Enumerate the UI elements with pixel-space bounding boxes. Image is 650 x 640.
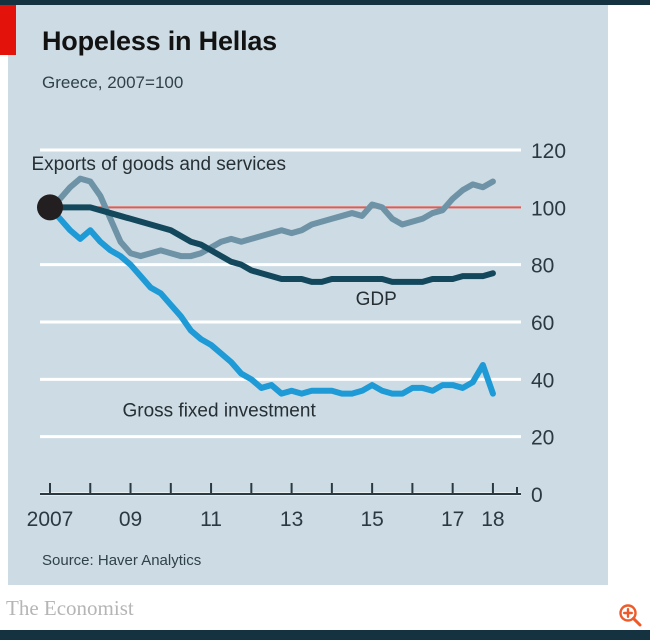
x-axis-tick-label: 18 xyxy=(481,508,504,531)
zoom-in-icon[interactable] xyxy=(617,602,643,628)
y-axis-tick-label: 20 xyxy=(531,427,554,450)
page-title: Hopeless in Hellas xyxy=(42,26,277,56)
y-axis-tick-label: 80 xyxy=(531,255,554,278)
series-line-gdp xyxy=(47,204,496,285)
top-rule xyxy=(0,0,650,5)
series-line-investment xyxy=(47,204,496,397)
series-label-investment: Gross fixed investment xyxy=(122,401,316,422)
footer-strip xyxy=(0,585,650,633)
page-subtitle: Greece, 2007=100 xyxy=(42,73,184,92)
chart-card xyxy=(8,5,608,585)
economist-red-tab xyxy=(0,5,16,55)
y-axis-tick-label: 40 xyxy=(531,369,554,392)
y-axis-tick-label: 60 xyxy=(531,312,554,335)
y-axis-tick-label: 100 xyxy=(531,197,566,220)
series-label-gdp: GDP xyxy=(356,289,397,310)
y-axis-tick-label: 0 xyxy=(531,484,543,507)
x-axis-tick-label: 13 xyxy=(280,508,303,531)
economist-watermark: The Economist xyxy=(6,596,134,620)
x-axis-tick-label: 15 xyxy=(360,508,383,531)
y-axis-tick-label: 120 xyxy=(531,140,566,163)
origin-marker-dot xyxy=(37,194,63,221)
line-chart: 0 20 40 60 80 100 120 2007 09 11 13 15 17 18 Exports o… xyxy=(27,140,566,531)
x-axis-tick-label: 09 xyxy=(119,508,142,531)
bottom-rule xyxy=(0,630,650,640)
x-axis-tick-label: 11 xyxy=(200,508,222,531)
x-axis-tick-label: 2007 xyxy=(27,508,74,531)
series-line-exports xyxy=(47,175,496,260)
source-note: Source: Haver Analytics xyxy=(42,552,202,569)
series-label-exports: Exports of goods and services xyxy=(31,154,286,175)
x-axis-tick-label: 17 xyxy=(441,508,464,531)
